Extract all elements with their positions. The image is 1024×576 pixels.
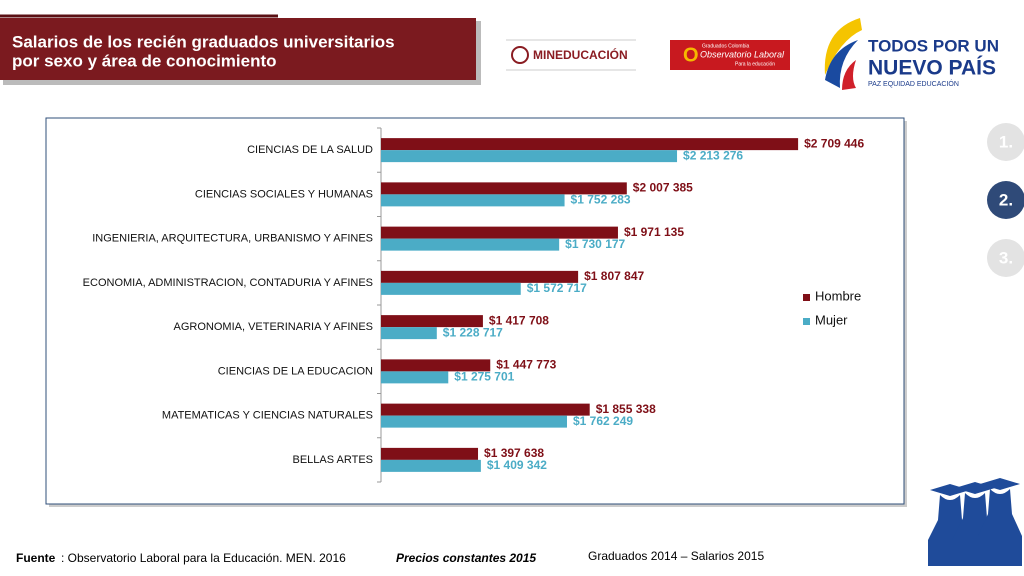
nav: 1. 2. 3. <box>987 123 1024 277</box>
logo-text: MINEDUCACIÓN <box>533 47 628 62</box>
graduates <box>928 478 1022 566</box>
legend-swatch <box>803 294 810 301</box>
category-label: CIENCIAS DE LA EDUCACION <box>218 365 373 377</box>
title: por sexo y área de conocimiento <box>12 51 277 70</box>
logo-glyph: O <box>683 44 699 66</box>
bar <box>381 282 521 295</box>
nav-label: 1. <box>999 132 1013 151</box>
value-label: $1 855 338 <box>596 402 656 416</box>
logo-flag <box>842 60 856 90</box>
value-label: $1 447 773 <box>496 358 556 372</box>
title: Salarios de los recién graduados univers… <box>12 32 395 51</box>
plot: CIENCIAS DE LA SALUD $2 709 446 $2 213 276… <box>83 127 864 483</box>
legend-swatch <box>803 318 810 325</box>
logo-text: PAZ EQUIDAD EDUCACIÓN <box>868 79 959 88</box>
bar <box>381 194 565 207</box>
value-label: $1 228 717 <box>443 325 503 339</box>
logo-flag <box>825 40 858 88</box>
bar <box>381 327 437 340</box>
value-label: $1 417 708 <box>489 313 549 327</box>
logo-text: Para la educación <box>735 61 775 67</box>
category-label: BELLAS ARTES <box>292 454 373 466</box>
category-label: AGRONOMIA, VETERINARIA Y AFINES <box>174 321 373 333</box>
logo-text: Observatorio Laboral <box>700 49 785 59</box>
bar <box>381 150 678 163</box>
nav-circle <box>987 123 1024 161</box>
footer-source: : Observatorio Laboral para la Educación… <box>61 551 346 565</box>
bar <box>381 315 483 328</box>
value-label: $2 213 276 <box>683 148 743 162</box>
category-label: CIENCIAS DE LA SALUD <box>247 144 373 156</box>
nav-circle <box>987 239 1024 277</box>
value-label: $2 007 385 <box>633 181 693 195</box>
footer-source-label: Fuente <box>16 551 56 565</box>
logo-text: NUEVO PAÍS <box>868 57 996 80</box>
footer-prices: Precios constantes 2015 <box>396 551 536 565</box>
bar <box>381 371 449 384</box>
bar <box>381 238 560 251</box>
bar <box>381 403 590 416</box>
logo-text: TODOS POR UN <box>868 36 999 55</box>
bar <box>381 415 567 428</box>
bar <box>381 182 627 195</box>
bar <box>381 447 479 460</box>
bar <box>381 359 491 372</box>
category-label: CIENCIAS SOCIALES Y HUMANAS <box>195 188 373 200</box>
value-label: $1 752 283 <box>571 193 631 207</box>
category-label: INGENIERIA, ARQUITECTURA, URBANISMO Y AF… <box>92 233 373 245</box>
logo-text: Graduados Colombia <box>702 43 749 49</box>
legend-label: Hombre <box>815 288 861 303</box>
bar <box>381 459 481 472</box>
bar <box>381 270 579 283</box>
value-label: $1 572 717 <box>527 281 587 295</box>
value-label: $1 807 847 <box>584 269 644 283</box>
bar <box>381 138 799 151</box>
value-label: $1 762 249 <box>573 414 633 428</box>
footer-period: Graduados 2014 – Salarios 2015 <box>588 549 764 563</box>
title-box <box>0 18 476 80</box>
nav-circle <box>987 181 1024 219</box>
bar <box>381 226 618 239</box>
value-label: $1 730 177 <box>565 237 625 251</box>
value-label: $2 709 446 <box>804 136 864 150</box>
category-label: ECONOMIA, ADMINISTRACION, CONTADURIA Y A… <box>83 277 373 289</box>
value-label: $1 971 135 <box>624 225 684 239</box>
nav-label: 3. <box>999 248 1013 267</box>
category-label: MATEMATICAS Y CIENCIAS NATURALES <box>162 410 373 422</box>
chart-frame <box>45 117 905 505</box>
legend-label: Mujer <box>815 312 848 327</box>
logo-seal <box>511 46 529 64</box>
logo-flag <box>824 18 862 75</box>
logo-box <box>670 40 790 70</box>
nav-label: 2. <box>999 190 1013 209</box>
value-label: $1 275 701 <box>454 370 514 384</box>
value-label: $1 409 342 <box>487 458 547 472</box>
value-label: $1 397 638 <box>484 446 544 460</box>
